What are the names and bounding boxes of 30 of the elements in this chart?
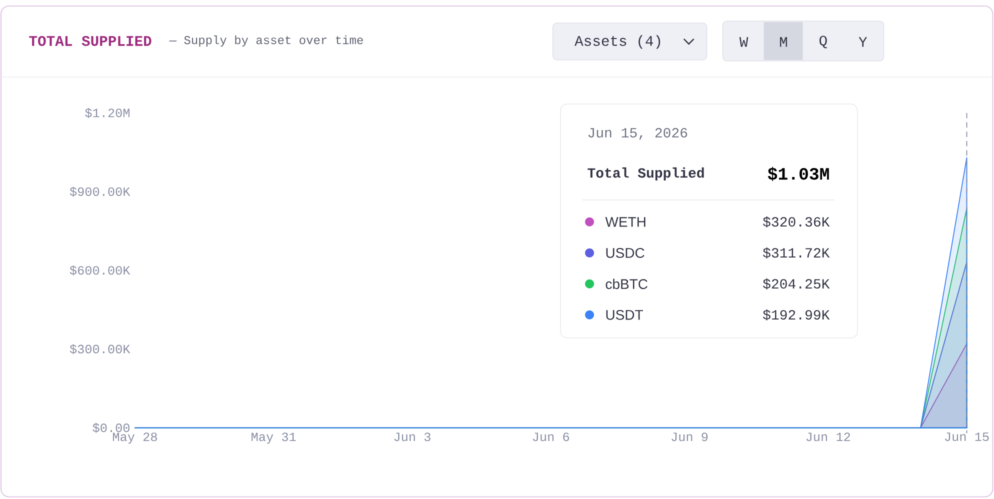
legend-label: cbBTC — [606, 278, 648, 290]
y-tick-label: $900.00K — [70, 186, 130, 197]
legend-label: USDC — [606, 248, 644, 258]
y-tick-label: $300.00K — [70, 344, 130, 354]
x-tick-label: Jun 6 — [532, 432, 570, 442]
text: Q — [820, 36, 827, 48]
annotation: $1.03M — [768, 166, 829, 182]
chart-title: TOTAL SUPPLIED — [29, 36, 152, 46]
y-tick-label: $1.20M — [85, 108, 130, 118]
annotation: Total Supplied — [588, 167, 704, 181]
x-tick-label: May 31 — [252, 432, 296, 444]
legend-label: USDT — [606, 310, 643, 320]
legend-label: WETH — [605, 217, 646, 227]
annotation: Jun 15, 2026 — [588, 128, 688, 140]
x-tick-label: May 28 — [112, 432, 157, 444]
text: Y — [858, 37, 868, 47]
annotation: $320.36K — [763, 216, 830, 228]
x-tick-label: Jun 15 — [945, 432, 989, 442]
text: M — [780, 37, 787, 47]
x-tick-label: Jun 12 — [806, 432, 850, 442]
text: W — [739, 37, 748, 47]
chart-subtitle: — Supply by asset over time — [169, 35, 363, 47]
text: Assets (4) — [574, 35, 660, 49]
y-tick-label: $600.00K — [70, 265, 130, 276]
x-tick-label: Jun 3 — [394, 432, 430, 442]
y-tick-label: $0.00 — [92, 422, 130, 433]
x-tick-label: Jun 9 — [672, 432, 708, 442]
annotation: $311.72K — [763, 247, 830, 259]
annotation: $192.99K — [763, 309, 830, 320]
annotation: $204.25K — [763, 278, 830, 290]
